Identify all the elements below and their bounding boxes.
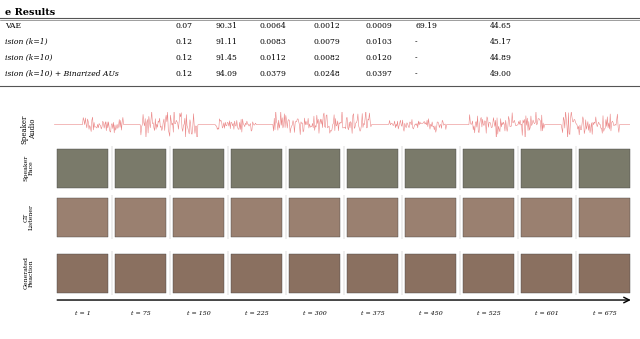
Text: t = 1: t = 1 bbox=[76, 311, 92, 316]
FancyBboxPatch shape bbox=[58, 198, 108, 237]
Text: 0.0112: 0.0112 bbox=[260, 54, 287, 62]
Text: -: - bbox=[415, 70, 418, 78]
Text: 0.0064: 0.0064 bbox=[260, 22, 287, 30]
Text: 44.65: 44.65 bbox=[490, 22, 512, 30]
Text: -: - bbox=[415, 54, 418, 62]
FancyBboxPatch shape bbox=[289, 149, 340, 188]
Text: t = 675: t = 675 bbox=[593, 311, 616, 316]
FancyBboxPatch shape bbox=[115, 149, 166, 188]
Text: Generated
Reaction: Generated Reaction bbox=[24, 256, 34, 290]
Text: t = 525: t = 525 bbox=[477, 311, 500, 316]
Text: ision (k=10): ision (k=10) bbox=[5, 54, 52, 62]
FancyBboxPatch shape bbox=[173, 149, 224, 188]
FancyBboxPatch shape bbox=[521, 149, 572, 188]
FancyBboxPatch shape bbox=[405, 198, 456, 237]
Text: 91.11: 91.11 bbox=[215, 38, 237, 46]
Text: e Results: e Results bbox=[5, 8, 55, 17]
FancyBboxPatch shape bbox=[58, 149, 108, 188]
FancyBboxPatch shape bbox=[173, 198, 224, 237]
FancyBboxPatch shape bbox=[405, 149, 456, 188]
Text: t = 225: t = 225 bbox=[245, 311, 269, 316]
Text: 94.09: 94.09 bbox=[215, 70, 237, 78]
FancyBboxPatch shape bbox=[347, 254, 398, 293]
FancyBboxPatch shape bbox=[115, 198, 166, 237]
Text: ision (k=1): ision (k=1) bbox=[5, 38, 47, 46]
Text: 0.12: 0.12 bbox=[175, 70, 192, 78]
Text: 49.00: 49.00 bbox=[490, 70, 512, 78]
Text: GT
Listener: GT Listener bbox=[24, 204, 34, 230]
Text: 91.45: 91.45 bbox=[215, 54, 237, 62]
Text: 90.31: 90.31 bbox=[215, 22, 237, 30]
FancyBboxPatch shape bbox=[521, 198, 572, 237]
Text: 0.0120: 0.0120 bbox=[365, 54, 392, 62]
FancyBboxPatch shape bbox=[173, 254, 224, 293]
FancyBboxPatch shape bbox=[115, 254, 166, 293]
Text: 0.07: 0.07 bbox=[175, 22, 192, 30]
FancyBboxPatch shape bbox=[579, 254, 630, 293]
Text: 0.0079: 0.0079 bbox=[313, 38, 340, 46]
FancyBboxPatch shape bbox=[231, 254, 282, 293]
FancyBboxPatch shape bbox=[405, 254, 456, 293]
FancyBboxPatch shape bbox=[58, 254, 108, 293]
Text: 0.0082: 0.0082 bbox=[313, 54, 340, 62]
FancyBboxPatch shape bbox=[347, 198, 398, 237]
Text: Speaker
Face: Speaker Face bbox=[24, 155, 34, 181]
FancyBboxPatch shape bbox=[231, 149, 282, 188]
Text: 69.19: 69.19 bbox=[415, 22, 437, 30]
Text: -: - bbox=[415, 38, 418, 46]
FancyBboxPatch shape bbox=[463, 149, 514, 188]
Text: 0.0103: 0.0103 bbox=[365, 38, 392, 46]
Text: 0.0083: 0.0083 bbox=[260, 38, 287, 46]
Text: t = 75: t = 75 bbox=[131, 311, 151, 316]
Text: 0.12: 0.12 bbox=[175, 38, 192, 46]
Text: 0.0009: 0.0009 bbox=[365, 22, 392, 30]
FancyBboxPatch shape bbox=[463, 198, 514, 237]
Text: t = 300: t = 300 bbox=[303, 311, 327, 316]
FancyBboxPatch shape bbox=[347, 149, 398, 188]
FancyBboxPatch shape bbox=[231, 198, 282, 237]
FancyBboxPatch shape bbox=[579, 149, 630, 188]
Text: Speaker
Audio: Speaker Audio bbox=[20, 114, 37, 143]
Text: 44.89: 44.89 bbox=[490, 54, 512, 62]
Text: t = 150: t = 150 bbox=[188, 311, 211, 316]
Text: VAE: VAE bbox=[5, 22, 21, 30]
Text: 0.0379: 0.0379 bbox=[260, 70, 287, 78]
Text: t = 601: t = 601 bbox=[535, 311, 559, 316]
Text: 45.17: 45.17 bbox=[490, 38, 512, 46]
Text: t = 450: t = 450 bbox=[419, 311, 443, 316]
Text: t = 375: t = 375 bbox=[361, 311, 385, 316]
FancyBboxPatch shape bbox=[289, 254, 340, 293]
Text: 0.12: 0.12 bbox=[175, 54, 192, 62]
FancyBboxPatch shape bbox=[289, 198, 340, 237]
Text: 0.0248: 0.0248 bbox=[313, 70, 340, 78]
Text: 0.0012: 0.0012 bbox=[313, 22, 340, 30]
Text: ision (k=10) + Binarized AUs: ision (k=10) + Binarized AUs bbox=[5, 70, 119, 78]
FancyBboxPatch shape bbox=[521, 254, 572, 293]
FancyBboxPatch shape bbox=[463, 254, 514, 293]
Text: 0.0397: 0.0397 bbox=[365, 70, 392, 78]
FancyBboxPatch shape bbox=[579, 198, 630, 237]
